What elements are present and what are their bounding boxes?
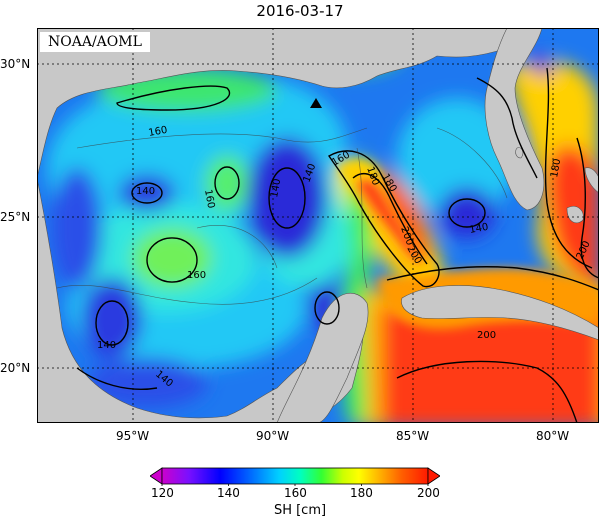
- contour-label: 160: [187, 270, 206, 281]
- station-triangle-marker: [310, 98, 322, 108]
- colorbar-tick-label: 120: [151, 486, 174, 500]
- colorbar-tick-label: 180: [350, 486, 373, 500]
- contour-label: 140: [469, 222, 490, 236]
- contour-label: 140: [269, 178, 283, 199]
- map-title: 2016-03-17: [256, 2, 344, 20]
- colorbar-gradient: [161, 467, 429, 485]
- land: [37, 28, 599, 423]
- lat-tick-label: 30°N: [0, 57, 31, 71]
- contour-label: 180: [549, 158, 563, 179]
- map-border: [37, 28, 599, 423]
- colorbar-high-arrow: [427, 467, 441, 485]
- contour-label: 200: [477, 330, 496, 341]
- contour-label: 140: [136, 186, 155, 197]
- graticule: [37, 28, 599, 423]
- colorbar-units-label: SH [cm]: [273, 503, 327, 518]
- colorbar-low-arrow: [149, 467, 163, 485]
- contour-lines: [76, 67, 599, 423]
- colorbar: 120 140 160 180 200: [149, 466, 441, 506]
- lon-tick-label: 95°W: [116, 429, 150, 443]
- contour-label: 160: [148, 125, 169, 139]
- lon-tick-label: 90°W: [256, 429, 290, 443]
- colorbar-tick-label: 140: [217, 486, 240, 500]
- contour-label: 160: [202, 189, 216, 210]
- lon-tick-label: 80°W: [536, 429, 570, 443]
- colorbar-tick-label: 160: [284, 486, 307, 500]
- contour-label: 140: [97, 340, 116, 351]
- credit-label: NOAA/AOML: [40, 32, 150, 52]
- lon-tick-label: 85°W: [396, 429, 430, 443]
- contour-lines-minor: [56, 127, 508, 305]
- lat-tick-label: 25°N: [0, 210, 31, 224]
- sea-height-map: 160 160 140 160 180 200 140 180 200 140 …: [37, 28, 599, 423]
- colorbar-tick-label: 200: [417, 486, 440, 500]
- lat-tick-label: 20°N: [0, 361, 31, 375]
- sea-height-field: [47, 33, 599, 423]
